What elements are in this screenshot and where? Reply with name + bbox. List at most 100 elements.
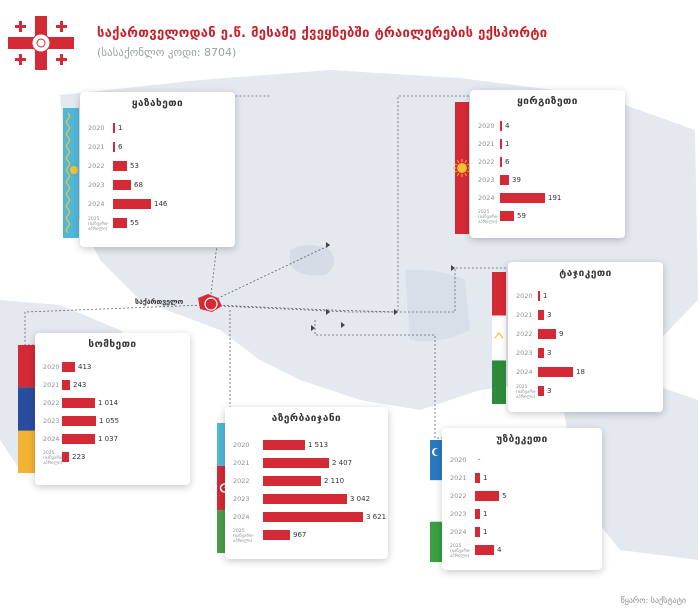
bar bbox=[113, 180, 131, 190]
bar bbox=[263, 530, 290, 540]
year-label: 2020 bbox=[478, 122, 495, 130]
bar bbox=[113, 199, 151, 209]
bar-row: 2020 1 bbox=[80, 122, 235, 134]
bar-row: 2025 (იანვარი-აპრილი) 223 bbox=[35, 451, 190, 466]
year-label: 2025 (იანვარი-აპრილი) bbox=[43, 451, 64, 466]
bar bbox=[62, 398, 95, 408]
armenia-flag-icon bbox=[18, 345, 35, 473]
year-label: 2021 bbox=[450, 474, 467, 482]
bar bbox=[113, 142, 115, 152]
bar-row: 2021 1 bbox=[470, 138, 625, 150]
bar bbox=[538, 310, 544, 320]
bar bbox=[62, 416, 96, 426]
bar bbox=[475, 545, 494, 555]
value-label: 59 bbox=[517, 212, 526, 220]
value-label: 68 bbox=[134, 181, 143, 189]
bar bbox=[62, 362, 75, 372]
bar bbox=[538, 291, 540, 301]
bar bbox=[500, 193, 545, 203]
year-label: 2022 bbox=[450, 492, 467, 500]
value-label: 3 bbox=[547, 349, 552, 357]
bar bbox=[263, 458, 329, 468]
year-label: 2023 bbox=[516, 349, 533, 357]
route-arrow-icon bbox=[341, 322, 345, 328]
bar bbox=[62, 452, 69, 462]
year-label: 2024 bbox=[43, 435, 60, 443]
year-label: 2020 bbox=[450, 456, 467, 464]
year-label: 2020 bbox=[233, 441, 250, 449]
bar-row: 2021 2 407 bbox=[225, 457, 388, 469]
bar-row: 2025 (იანვარი-აპრილი) 59 bbox=[470, 210, 625, 225]
bar-row: 2022 53 bbox=[80, 160, 235, 172]
bar-row: 2023 68 bbox=[80, 179, 235, 191]
bar-row: 2020 413 bbox=[35, 361, 190, 373]
year-label: 2023 bbox=[233, 495, 250, 503]
year-label: 2023 bbox=[43, 417, 60, 425]
bar bbox=[62, 380, 70, 390]
value-label: 146 bbox=[154, 200, 168, 208]
year-label: 2025 (იანვარი-აპრილი) bbox=[478, 210, 499, 225]
year-label: 2023 bbox=[478, 176, 495, 184]
card-title: ტაჯიკეთი bbox=[559, 268, 612, 279]
bar bbox=[500, 175, 509, 185]
bar-row: 2022 5 bbox=[442, 490, 602, 502]
route-line bbox=[219, 267, 508, 313]
value-label: 18 bbox=[576, 368, 585, 376]
year-label: 2021 bbox=[233, 459, 250, 467]
card-title: აზერბაიჯანი bbox=[271, 413, 342, 424]
value-label: 3 bbox=[547, 311, 552, 319]
year-label: 2022 bbox=[43, 399, 60, 407]
bar bbox=[538, 367, 573, 377]
bar bbox=[263, 476, 321, 486]
bar-row: 2022 2 110 bbox=[225, 475, 388, 487]
value-label: 39 bbox=[512, 176, 521, 184]
bar-row: 2020 4 bbox=[470, 120, 625, 132]
country-card-azerbaijan: აზერბაიჯანი 2020 1 513 2021 2 407 2022 2 110 2… bbox=[225, 407, 388, 559]
bar-row: 2021 243 bbox=[35, 379, 190, 391]
route-arrow-icon bbox=[326, 309, 330, 315]
bar-row: 2021 3 bbox=[508, 309, 663, 321]
tajikistan-flag-icon bbox=[492, 272, 506, 404]
value-label: 3 621 bbox=[366, 513, 387, 521]
value-label: 413 bbox=[78, 363, 92, 371]
georgia-marker-ring bbox=[204, 297, 218, 311]
route-arrow-icon bbox=[311, 325, 315, 331]
bar bbox=[475, 509, 480, 519]
year-label: 2021 bbox=[516, 311, 533, 319]
year-label: 2024 bbox=[516, 368, 533, 376]
year-label: 2025 (იანვარი-აპრილი) bbox=[450, 544, 471, 559]
value-label: 2 110 bbox=[324, 477, 345, 485]
origin-label: საქართველო bbox=[135, 298, 184, 306]
country-card-uzbekistan: უზბეკეთი 2020 - 2021 1 2022 5 2023 1 2024 1 2025 (… bbox=[442, 428, 602, 570]
bar-row: 2024 18 bbox=[508, 366, 663, 378]
card-title: სომხეთი bbox=[88, 339, 137, 350]
georgia-flag-logo bbox=[8, 16, 74, 70]
year-label: 2020 bbox=[88, 124, 105, 132]
bar-row: 2025 (იანვარი-აპრილი) 55 bbox=[80, 217, 235, 232]
bar-row: 2022 9 bbox=[508, 328, 663, 340]
bar bbox=[113, 123, 115, 133]
year-label: 2024 bbox=[450, 528, 467, 536]
value-label: 5 bbox=[502, 492, 507, 500]
route-arrow-icon bbox=[326, 242, 330, 248]
value-label: 1 bbox=[483, 474, 488, 482]
bar bbox=[500, 139, 502, 149]
route-line bbox=[214, 95, 470, 313]
year-label: 2020 bbox=[516, 292, 533, 300]
kyrgyzstan-flag-icon bbox=[453, 102, 471, 234]
year-label: 2022 bbox=[478, 158, 495, 166]
value-label: 243 bbox=[73, 381, 87, 389]
route-line bbox=[24, 304, 206, 346]
bar-row: 2024 146 bbox=[80, 198, 235, 210]
map-region bbox=[405, 269, 470, 342]
bar bbox=[538, 329, 556, 339]
bar-row: 2020 1 513 bbox=[225, 439, 388, 451]
bar-row: 2021 1 bbox=[442, 472, 602, 484]
value-label: 6 bbox=[118, 143, 123, 151]
year-label: 2024 bbox=[88, 200, 105, 208]
bar-row: 2023 3 042 bbox=[225, 493, 388, 505]
bar bbox=[263, 440, 305, 450]
bar-row: 2024 1 037 bbox=[35, 433, 190, 445]
bar bbox=[263, 494, 347, 504]
